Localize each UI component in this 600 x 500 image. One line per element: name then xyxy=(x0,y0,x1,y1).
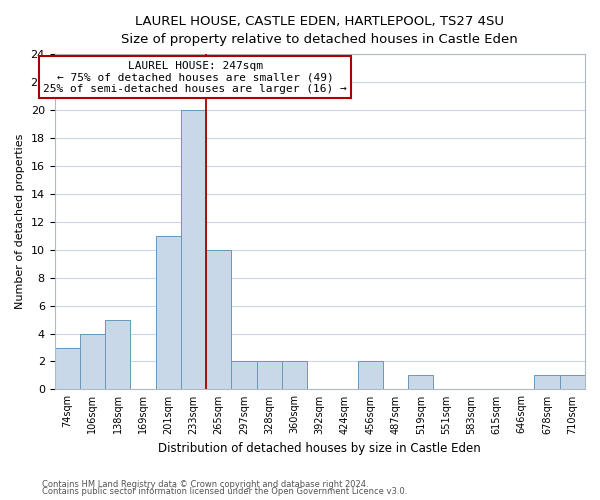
Bar xyxy=(181,110,206,390)
Bar xyxy=(282,362,307,390)
Bar xyxy=(535,376,560,390)
Bar xyxy=(358,362,383,390)
Bar xyxy=(408,376,433,390)
X-axis label: Distribution of detached houses by size in Castle Eden: Distribution of detached houses by size … xyxy=(158,442,481,455)
Bar xyxy=(206,250,232,390)
Bar xyxy=(80,334,105,390)
Title: LAUREL HOUSE, CASTLE EDEN, HARTLEPOOL, TS27 4SU
Size of property relative to det: LAUREL HOUSE, CASTLE EDEN, HARTLEPOOL, T… xyxy=(121,15,518,46)
Bar xyxy=(155,236,181,390)
Bar xyxy=(105,320,130,390)
Text: Contains public sector information licensed under the Open Government Licence v3: Contains public sector information licen… xyxy=(42,488,407,496)
Bar xyxy=(560,376,585,390)
Text: LAUREL HOUSE: 247sqm
← 75% of detached houses are smaller (49)
25% of semi-detac: LAUREL HOUSE: 247sqm ← 75% of detached h… xyxy=(43,61,347,94)
Bar xyxy=(232,362,257,390)
Bar xyxy=(55,348,80,390)
Text: Contains HM Land Registry data © Crown copyright and database right 2024.: Contains HM Land Registry data © Crown c… xyxy=(42,480,368,489)
Y-axis label: Number of detached properties: Number of detached properties xyxy=(15,134,25,310)
Bar xyxy=(257,362,282,390)
